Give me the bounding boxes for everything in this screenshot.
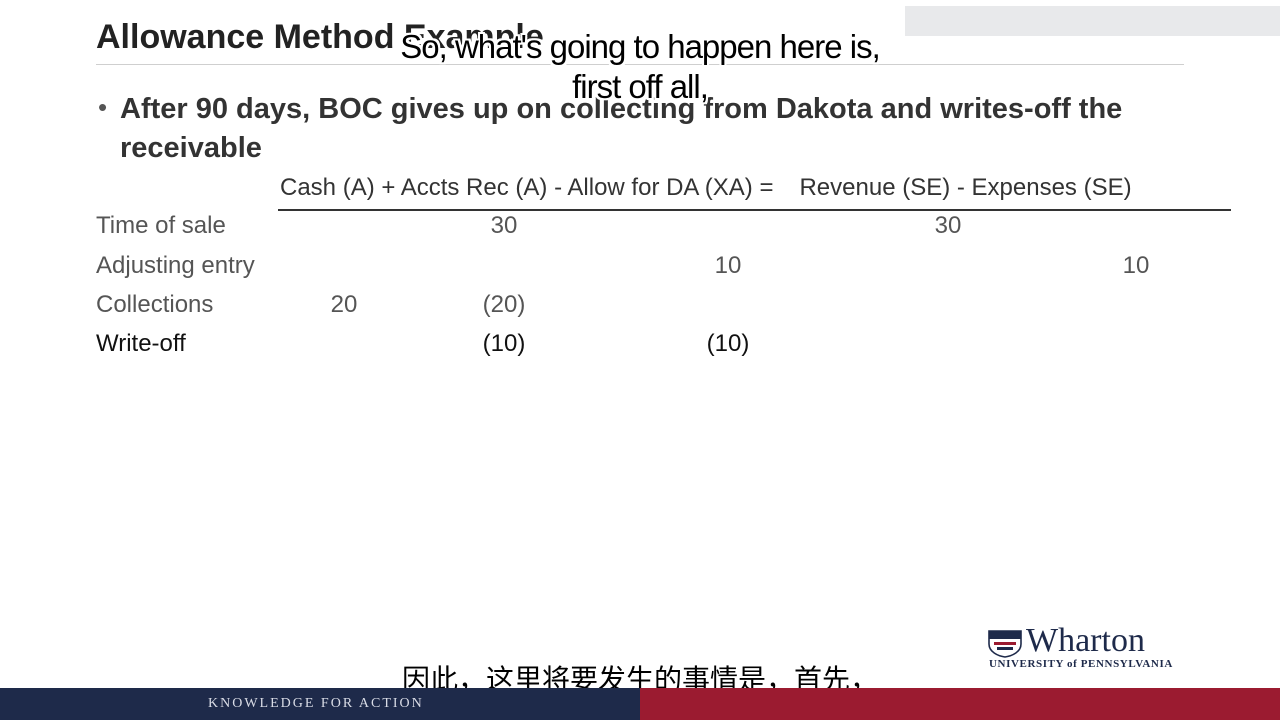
- subtitle-english-line-1: So, what's going to happen here is,: [400, 28, 880, 65]
- title-divider: [96, 64, 1184, 65]
- logo-wordmark: Wharton: [1026, 622, 1145, 659]
- cell-adjusting-entry-expenses: 10: [1122, 252, 1150, 279]
- cell-collections-accts-rec: (20): [482, 291, 526, 318]
- cell-time-of-sale-revenue: 30: [934, 212, 962, 239]
- row-label-adjusting-entry: Adjusting entry: [96, 252, 255, 279]
- footer-tagline: KNOWLEDGE FOR ACTION: [208, 696, 424, 711]
- cell-time-of-sale-accts-rec: 30: [490, 212, 518, 239]
- slide-title: Allowance Method Example: [96, 18, 544, 56]
- wharton-logo: Wharton UNIVERSITY of PENNSYLVANIA: [988, 622, 1192, 672]
- cell-write-off-allow: (10): [706, 330, 750, 357]
- shield-icon: [988, 630, 1022, 658]
- subtitle-english-line-2: first off all,: [572, 68, 709, 105]
- cell-write-off-accts-rec: (10): [482, 330, 526, 357]
- cell-adjusting-entry-allow: 10: [714, 252, 742, 279]
- footer-crimson-band: [640, 688, 1280, 720]
- cell-collections-cash: 20: [330, 291, 358, 318]
- footer-navy-band: KNOWLEDGE FOR ACTION: [0, 688, 640, 720]
- equation-header: Cash (A) + Accts Rec (A) - Allow for DA …: [280, 174, 1132, 202]
- row-label-time-of-sale: Time of sale: [96, 212, 226, 239]
- top-right-bar: [905, 6, 1280, 36]
- header-underline: [278, 209, 1231, 211]
- row-label-write-off: Write-off: [96, 330, 186, 357]
- logo-subtext: UNIVERSITY of PENNSYLVANIA: [989, 658, 1173, 670]
- equation-header-right: Revenue (SE) - Expenses (SE): [799, 174, 1132, 201]
- equation-header-left: Cash (A) + Accts Rec (A) - Allow for DA …: [280, 174, 774, 201]
- bullet-text: After 90 days, BOC gives up on collectin…: [120, 93, 1123, 164]
- row-label-collections: Collections: [96, 291, 214, 318]
- bullet-icon: •: [98, 92, 108, 122]
